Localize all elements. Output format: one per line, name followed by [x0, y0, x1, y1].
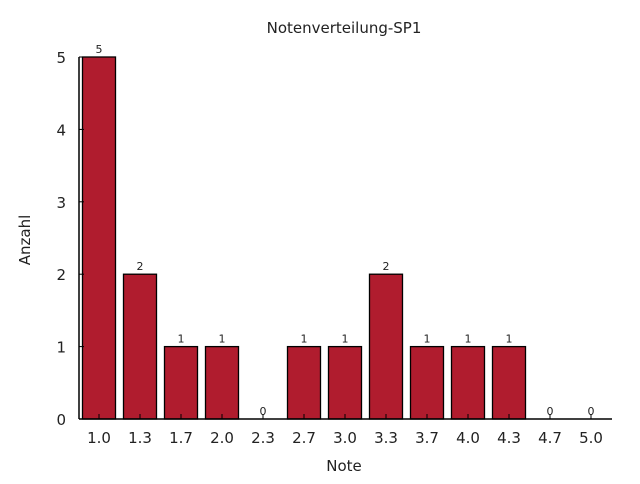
- x-axis-label: Note: [326, 457, 362, 475]
- bar: [327, 345, 363, 420]
- y-tick-label: 4: [56, 121, 66, 139]
- y-tick-label: 0: [56, 411, 66, 429]
- x-tick-label: 2.0: [210, 429, 234, 447]
- bar: [409, 345, 445, 420]
- x-tick-label: 1.0: [87, 429, 111, 447]
- bar: [163, 345, 199, 420]
- x-tick-label: 2.3: [251, 429, 275, 447]
- data-label: 1: [465, 333, 472, 346]
- x-tick-label: 3.7: [415, 429, 439, 447]
- data-label: 1: [178, 333, 185, 346]
- y-axis-label: Anzahl: [16, 215, 34, 266]
- data-label: 0: [547, 405, 554, 418]
- data-label: 2: [137, 260, 144, 273]
- data-label: 5: [96, 43, 103, 56]
- x-tick-label: 1.3: [128, 429, 152, 447]
- bar: [204, 345, 240, 420]
- x-tick-label: 3.0: [333, 429, 357, 447]
- y-tick-label: 2: [56, 266, 66, 284]
- data-label: 0: [260, 405, 267, 418]
- data-label: 1: [219, 333, 226, 346]
- bar: [81, 56, 117, 420]
- data-label: 1: [301, 333, 308, 346]
- y-tick-label: 1: [56, 339, 66, 357]
- data-label: 1: [342, 333, 349, 346]
- x-tick-label: 4.3: [497, 429, 521, 447]
- data-label: 1: [506, 333, 513, 346]
- bar: [450, 345, 486, 420]
- x-tick-label: 2.7: [292, 429, 316, 447]
- data-label: 1: [424, 333, 431, 346]
- data-label: 0: [588, 405, 595, 418]
- x-tick-label: 3.3: [374, 429, 398, 447]
- y-tick-label: 3: [56, 194, 66, 212]
- x-tick-label: 4.7: [538, 429, 562, 447]
- data-label: 2: [383, 260, 390, 273]
- bar: [286, 345, 322, 420]
- chart-title: Notenverteilung-SP1: [267, 19, 422, 37]
- bar: [122, 273, 158, 420]
- bar: [368, 273, 404, 420]
- x-tick-label: 1.7: [169, 429, 193, 447]
- x-tick-label: 4.0: [456, 429, 480, 447]
- y-tick-label: 5: [56, 49, 66, 67]
- bar: [491, 345, 527, 420]
- x-tick-label: 5.0: [579, 429, 603, 447]
